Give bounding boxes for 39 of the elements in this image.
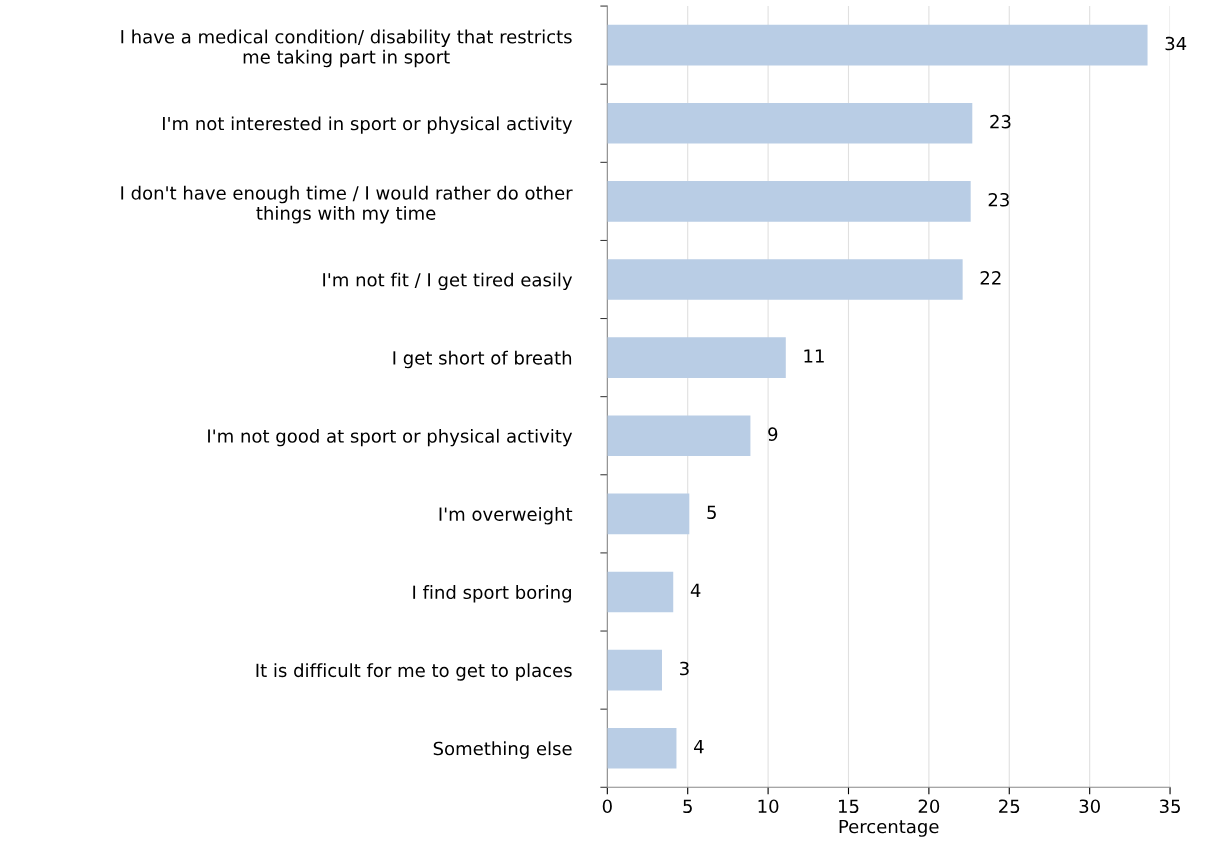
y-tick-label: I'm not interested in sport or physical activity [163,116,573,134]
data-label: 5 [707,505,716,520]
x-tick-label: 35 [1159,799,1180,814]
y-tick-label: I find sport boring [413,585,571,603]
x-tick-label: 0 [602,799,612,814]
data-label: 9 [768,427,778,441]
x-axis-title: Percentage [839,819,939,837]
y-tick-label: I have a medical condition/ disability that restricts me taking part in sport [121,29,572,68]
y-tick-label: I don't have enough time / I would rather do other things with my time [121,185,573,224]
bar [607,24,1148,66]
y-tick-label: It is difficult for me to get to places [256,663,572,681]
x-tick-label: 30 [1079,799,1100,814]
y-tick-label: I'm not good at sport or physical activity [208,428,573,447]
y-tick-label: I get short of breath [393,350,572,369]
bar [607,337,786,378]
data-label: 23 [988,192,1009,207]
data-label: 22 [980,271,1001,285]
x-tick-label: 10 [758,799,779,814]
bar [607,259,963,300]
bar [607,102,973,144]
x-tick-label: 5 [683,799,692,814]
bar [607,181,971,222]
bar [607,727,677,769]
y-tick-label: I'm overweight [439,507,573,525]
y-tick-label: Something else [433,741,572,759]
bar [607,571,674,613]
data-label: 23 [990,114,1011,129]
bar [607,415,751,457]
data-label: 11 [804,349,824,363]
bar [607,649,662,691]
x-tick-label: 25 [999,799,1020,814]
x-tick-label: 20 [918,799,940,814]
data-label: 4 [694,740,704,754]
y-tick-label: I'm not fit / I get tired easily [323,272,573,291]
x-tick-label: 15 [838,799,859,814]
data-label: 4 [690,583,701,597]
bar [607,493,690,535]
data-label: 3 [680,661,689,676]
data-label: 34 [1165,36,1187,51]
